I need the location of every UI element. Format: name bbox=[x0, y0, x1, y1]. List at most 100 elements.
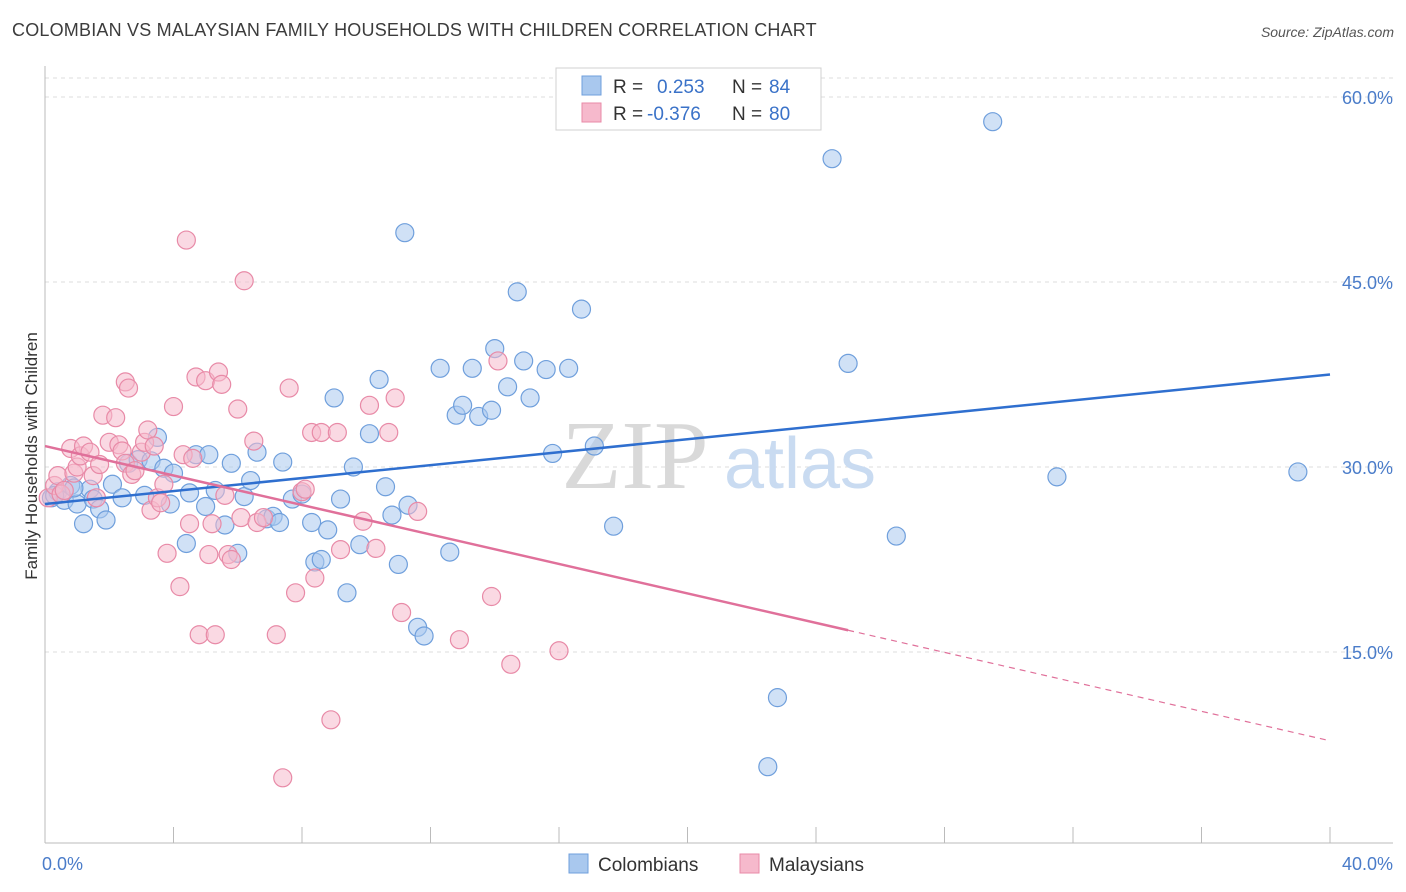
colombian-point bbox=[414, 626, 434, 646]
colombian-point bbox=[767, 688, 788, 708]
colombian-point bbox=[67, 494, 87, 514]
malaysian-point bbox=[321, 710, 341, 730]
malaysian-point bbox=[385, 388, 405, 408]
colombian-point bbox=[96, 510, 116, 530]
colombian-point bbox=[822, 149, 842, 169]
colombian-point bbox=[196, 496, 216, 517]
colombian-point bbox=[337, 583, 357, 603]
malaysian-point bbox=[327, 422, 347, 443]
colombian-point bbox=[1047, 467, 1067, 487]
legend-r-label-1: R = bbox=[613, 77, 643, 98]
colombian-point bbox=[838, 353, 858, 373]
malaysian-trend-line bbox=[44, 444, 849, 632]
colombian-point bbox=[514, 351, 534, 371]
colombian-point bbox=[1288, 462, 1308, 482]
colombian-point bbox=[498, 377, 518, 397]
colombian-point bbox=[430, 358, 450, 378]
bottom-legend-swatch-colombians bbox=[568, 853, 589, 874]
colombian-point bbox=[273, 452, 293, 472]
legend-r-label-2: R = bbox=[613, 104, 643, 125]
colombian-point bbox=[73, 514, 94, 534]
colombian-point bbox=[302, 512, 322, 533]
malaysian-point bbox=[449, 630, 470, 650]
malaysian-point bbox=[170, 577, 190, 597]
series-legend: Colombians Malaysians bbox=[568, 853, 864, 876]
colombian-point bbox=[359, 424, 380, 444]
malaysian-point bbox=[202, 514, 222, 534]
malaysian-point bbox=[244, 431, 264, 451]
bottom-legend-malaysians: Malaysians bbox=[769, 855, 864, 876]
watermark-atlas: atlas bbox=[724, 424, 876, 504]
colombian-point bbox=[453, 395, 473, 415]
colombian-point bbox=[382, 505, 402, 525]
colombian-point bbox=[440, 542, 460, 562]
malaysian-point bbox=[54, 480, 74, 501]
malaysian-point bbox=[179, 514, 200, 534]
watermark-zip: ZIP bbox=[562, 402, 709, 510]
colombian-point bbox=[102, 474, 123, 494]
colombian-point bbox=[507, 282, 527, 302]
colombian-point bbox=[571, 299, 592, 319]
malaysian-point bbox=[266, 625, 286, 645]
colombian-point bbox=[269, 512, 290, 533]
gridlines bbox=[45, 77, 1393, 653]
correlation-legend: R = 0.253 N = 84 R = -0.376 N = 80 bbox=[555, 67, 822, 131]
tick-labels: 15.0% 30.0% 45.0% 60.0% 0.0% 40.0% bbox=[42, 88, 1393, 874]
malaysian-point bbox=[163, 396, 184, 417]
malaysian-point bbox=[189, 625, 209, 645]
x-tick-label-min: 0.0% bbox=[42, 854, 83, 874]
colombian-point bbox=[311, 549, 331, 570]
x-tick-label-max: 40.0% bbox=[1342, 854, 1393, 874]
colombian-point bbox=[395, 223, 415, 243]
legend-swatch-colombians bbox=[581, 75, 602, 96]
colombian-point bbox=[199, 445, 219, 465]
malaysian-point bbox=[183, 448, 203, 468]
legend-swatch-malaysians bbox=[581, 102, 602, 123]
malaysian-point bbox=[391, 602, 412, 623]
colombian-point bbox=[758, 757, 778, 777]
legend-n-value-2: 80 bbox=[769, 104, 790, 125]
malaysian-point bbox=[285, 583, 306, 603]
legend-n-value-1: 84 bbox=[769, 77, 791, 98]
colombian-point bbox=[176, 533, 196, 554]
malaysian-point bbox=[501, 654, 521, 674]
y-tick-label: 15.0% bbox=[1342, 643, 1393, 663]
malaysian-point bbox=[481, 586, 502, 607]
y-tick-label: 30.0% bbox=[1342, 458, 1393, 478]
malaysian-point bbox=[311, 422, 331, 443]
chart-title: COLOMBIAN VS MALAYSIAN FAMILY HOUSEHOLDS… bbox=[12, 20, 817, 40]
malaysian-point bbox=[330, 540, 351, 560]
malaysian-point bbox=[366, 538, 386, 559]
bottom-legend-colombians: Colombians bbox=[598, 855, 698, 876]
colombian-point bbox=[584, 436, 604, 456]
colombian-point bbox=[559, 358, 579, 378]
colombian-trend-line bbox=[44, 373, 1331, 506]
legend-n-label-2: N = bbox=[732, 104, 762, 125]
y-tick-label: 60.0% bbox=[1342, 88, 1393, 108]
malaysian-point bbox=[221, 549, 241, 570]
source-attribution: Source: ZipAtlas.com bbox=[1260, 24, 1394, 40]
y-tick-label: 45.0% bbox=[1342, 273, 1393, 293]
trend-lines bbox=[44, 373, 1331, 742]
legend-r-value-2: -0.376 bbox=[647, 104, 701, 125]
axes bbox=[44, 66, 1393, 844]
malaysian-point bbox=[379, 422, 399, 443]
malaysian-point bbox=[295, 479, 315, 499]
colombian-point bbox=[983, 112, 1003, 132]
malaysian-point bbox=[151, 493, 171, 513]
colombian-point bbox=[324, 388, 344, 408]
malaysians-points bbox=[38, 230, 569, 788]
colombian-point bbox=[462, 358, 482, 378]
colombian-point bbox=[536, 359, 556, 380]
legend-r-value-1: 0.253 bbox=[657, 77, 705, 98]
colombian-point bbox=[886, 526, 906, 546]
malaysian-point bbox=[118, 378, 139, 398]
malaysian-point bbox=[138, 420, 158, 440]
malaysian-point bbox=[106, 408, 126, 428]
malaysian-point bbox=[549, 641, 569, 661]
malaysian-trend-extension bbox=[847, 629, 1331, 742]
malaysian-point bbox=[199, 544, 219, 565]
malaysian-point bbox=[279, 378, 299, 398]
malaysian-point bbox=[488, 351, 508, 371]
